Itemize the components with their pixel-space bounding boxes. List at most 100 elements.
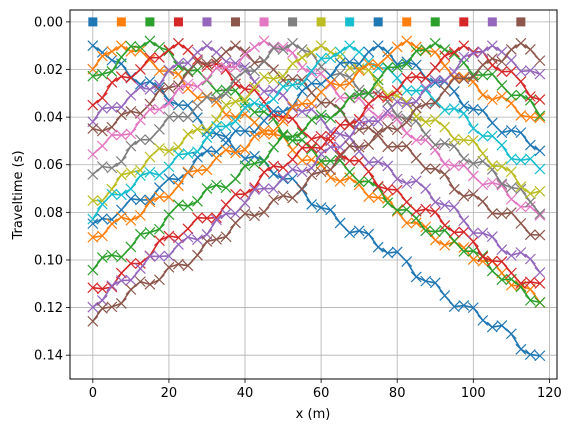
receiver-marker [344, 132, 356, 143]
receiver-marker [429, 234, 441, 246]
receiver-marker [534, 229, 546, 241]
receiver-marker [486, 160, 498, 172]
receiver-marker [344, 155, 356, 167]
x-tick-label: 80 [389, 386, 406, 401]
receiver-marker [201, 132, 213, 143]
receiver-marker [201, 212, 213, 224]
receiver-marker [496, 178, 508, 190]
receiver-marker [296, 142, 308, 154]
receiver-marker [201, 91, 213, 103]
receiver-marker [163, 250, 175, 262]
receiver-marker [287, 101, 298, 112]
receiver-marker [391, 113, 403, 125]
receiver-marker [125, 284, 137, 295]
receiver-marker [496, 208, 508, 220]
receiver-marker [249, 184, 260, 195]
receiver-marker [125, 258, 137, 269]
receiver-marker [96, 230, 108, 242]
receiver-marker [258, 106, 270, 118]
receiver-marker [363, 156, 375, 168]
receiver-marker [448, 301, 460, 313]
receiver-marker [106, 214, 118, 225]
y-tick-label: 0.10 [34, 253, 63, 268]
receiver-marker [372, 74, 384, 86]
receiver-marker [524, 276, 536, 288]
receiver-marker [524, 153, 536, 165]
receiver-marker [477, 196, 489, 207]
receiver-marker [134, 44, 146, 56]
receiver-marker [420, 134, 432, 146]
receiver-marker [268, 141, 279, 153]
receiver-marker [363, 166, 375, 177]
receiver-marker [153, 191, 165, 203]
receiver-marker [144, 98, 156, 110]
receiver-marker [334, 175, 346, 187]
receiver-marker [220, 208, 232, 220]
source-marker-3 [145, 17, 155, 27]
receiver-marker [134, 81, 146, 93]
y-tick-label: 0.04 [34, 111, 63, 126]
receiver-marker [382, 121, 394, 133]
source-marker-8 [288, 17, 298, 27]
receiver-marker [515, 201, 527, 213]
source-markers [88, 17, 526, 27]
receiver-marker [524, 188, 536, 199]
receiver-marker [144, 194, 156, 206]
receiver-marker [182, 148, 194, 160]
receiver-marker [144, 166, 156, 178]
receiver-marker [249, 57, 260, 69]
receiver-marker [249, 130, 260, 142]
receiver-marker [448, 86, 460, 97]
receiver-marker [467, 189, 479, 200]
receiver-series-4 [87, 37, 546, 289]
receiver-marker [363, 115, 375, 127]
receiver-marker [296, 127, 308, 139]
receiver-marker [410, 271, 422, 283]
receiver-marker [344, 227, 356, 239]
receiver-marker [211, 62, 222, 74]
series-line [92, 44, 541, 202]
receiver-marker [410, 45, 422, 57]
receiver-marker [334, 151, 346, 162]
receiver-marker [115, 51, 127, 63]
receiver-marker [249, 65, 260, 77]
receiver-marker [192, 212, 203, 224]
receiver-marker [448, 183, 460, 195]
receiver-series-10 [87, 40, 546, 225]
y-tick-label: 0.14 [34, 349, 63, 364]
receiver-marker [315, 202, 327, 214]
receiver-marker [382, 141, 394, 153]
receiver-marker [239, 94, 251, 106]
receiver-marker [258, 166, 270, 178]
receiver-marker [477, 148, 489, 159]
receiver-marker [153, 79, 165, 91]
receiver-marker [230, 217, 241, 229]
receiver-marker [372, 192, 384, 204]
receiver-marker [163, 82, 175, 94]
receiver-marker [505, 125, 517, 136]
receiver-marker [220, 199, 232, 211]
receiver-marker [296, 183, 308, 195]
receiver-marker [192, 92, 203, 104]
receiver-marker [401, 116, 413, 128]
receiver-marker [96, 161, 108, 172]
receiver-marker [268, 160, 279, 172]
receiver-marker [353, 145, 365, 157]
receiver-marker [439, 158, 451, 170]
receiver-marker [306, 133, 318, 145]
receiver-marker [391, 84, 403, 96]
receiver-marker [239, 144, 251, 156]
y-axis-label: Traveltime (s) [11, 150, 26, 240]
receiver-marker [115, 267, 127, 279]
receiver-marker [372, 241, 384, 253]
receiver-marker [268, 125, 279, 137]
receiver-marker [201, 58, 213, 70]
receiver-marker [211, 46, 222, 58]
receiver-marker [439, 104, 451, 116]
receiver-marker [467, 254, 479, 265]
receiver-marker [96, 125, 108, 137]
receiver-marker [401, 35, 413, 47]
receiver-marker [134, 78, 146, 90]
receiver-marker [268, 105, 279, 117]
